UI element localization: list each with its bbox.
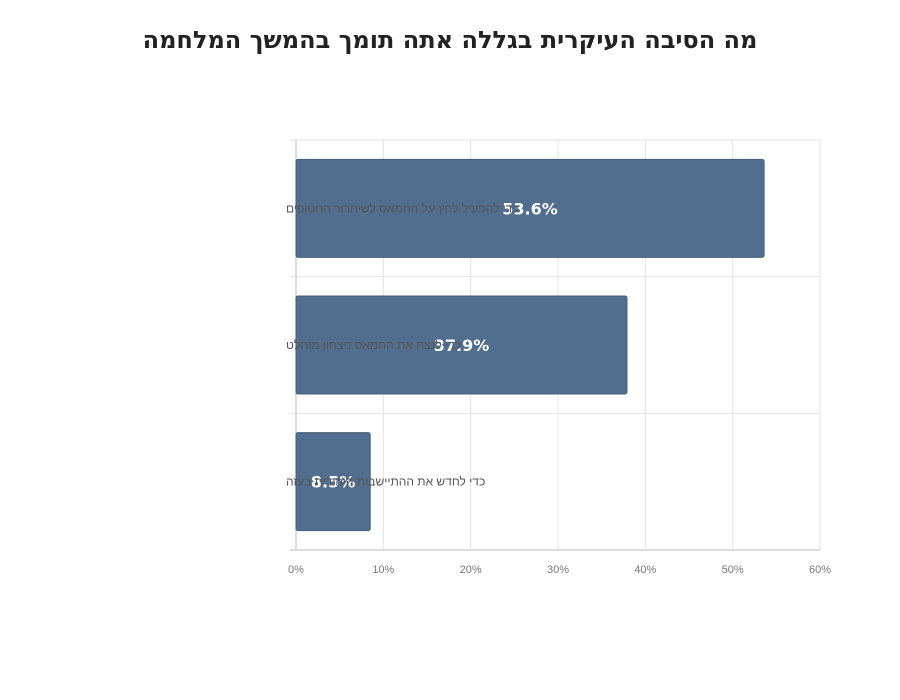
x-tick-label: 30% (547, 564, 569, 576)
bar (295, 432, 371, 532)
category-label: כדי להפעיל לחץ על החמאס לשיחרור החטופים (286, 201, 519, 215)
x-tick-label: 50% (722, 564, 744, 576)
chart-title: מה הסיבה העיקרית בגללה אתה תומך בהמשך המ… (142, 26, 758, 54)
category-label: כדי לנצח את החמאס ניצחון מוחלט (286, 338, 461, 352)
bar (295, 158, 765, 258)
bar-value-label: 8.5% (311, 473, 355, 492)
category-label: כדי לחדש את ההתיישבות היהודית בעזה (286, 475, 485, 489)
x-tick-label: 0% (288, 564, 304, 576)
bar-value-label: 53.6% (502, 199, 558, 218)
x-tick-label: 60% (809, 564, 831, 576)
x-tick-label: 10% (372, 564, 394, 576)
bar-value-label: 37.9% (434, 336, 490, 355)
bar (295, 295, 628, 395)
x-tick-label: 20% (460, 564, 482, 576)
x-tick-label: 40% (634, 564, 656, 576)
